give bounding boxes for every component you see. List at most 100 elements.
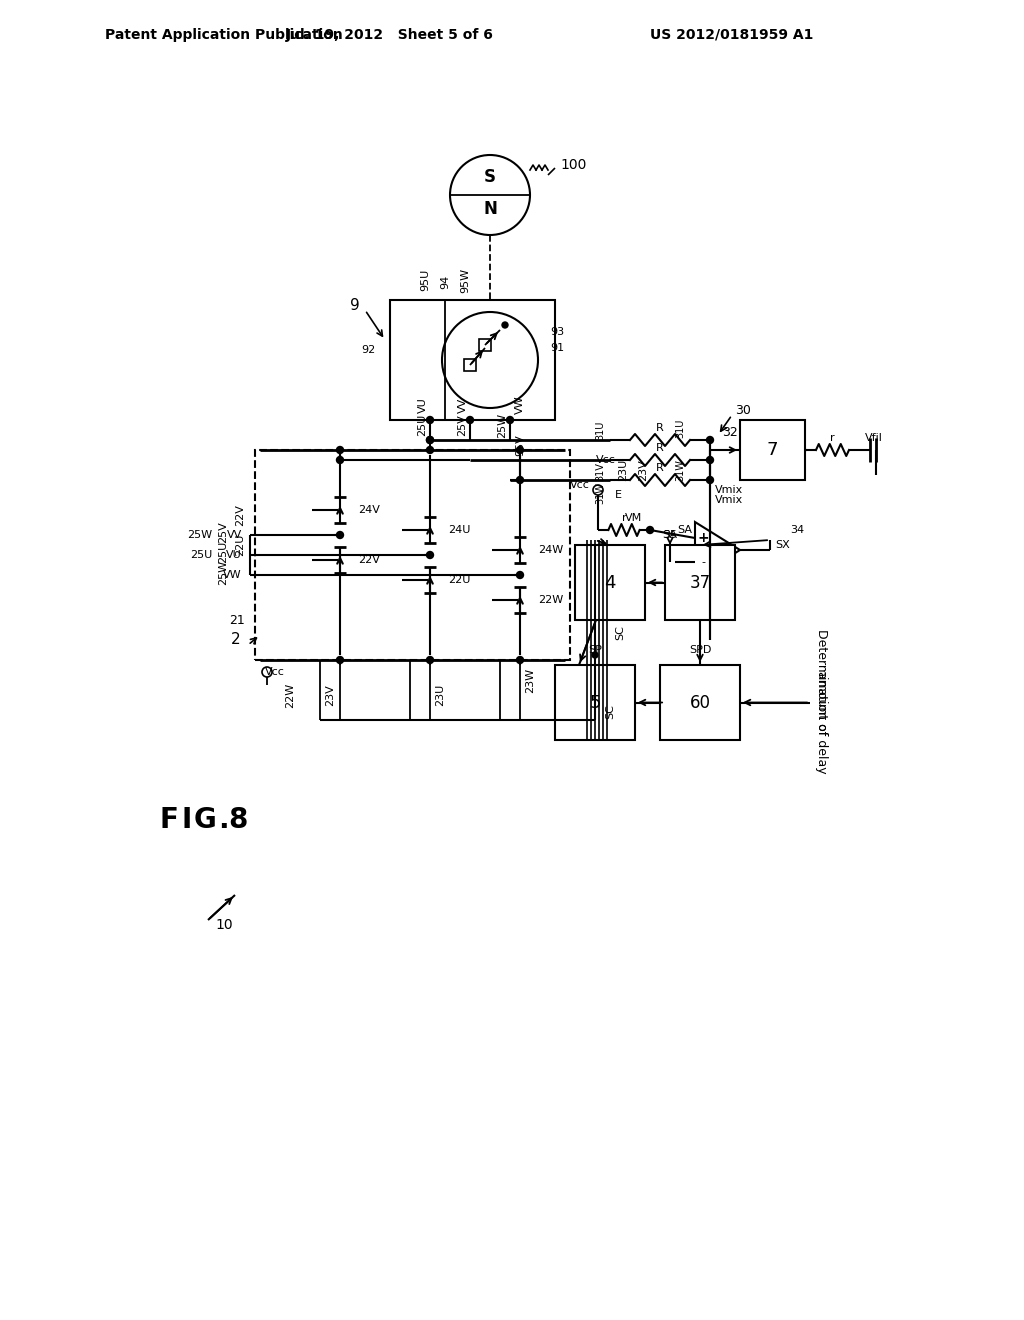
Text: 24W: 24W: [538, 545, 563, 554]
Circle shape: [467, 457, 473, 463]
Text: 35: 35: [663, 531, 677, 540]
Circle shape: [516, 572, 523, 578]
Text: 91: 91: [550, 343, 564, 352]
Text: 25V: 25V: [457, 414, 467, 436]
Text: Vcc: Vcc: [570, 480, 590, 490]
Circle shape: [516, 477, 523, 483]
Text: 5: 5: [589, 693, 601, 711]
Text: r: r: [830, 433, 835, 444]
Circle shape: [502, 322, 508, 327]
Circle shape: [516, 446, 523, 454]
Bar: [390, 300, 555, 420]
Text: Patent Application Publication: Patent Application Publication: [105, 28, 343, 42]
Text: 25U: 25U: [417, 414, 427, 436]
Text: 32: 32: [722, 425, 737, 438]
Circle shape: [337, 532, 343, 539]
Text: 25U: 25U: [218, 541, 228, 564]
Text: r: r: [622, 513, 627, 523]
Text: 100: 100: [560, 158, 587, 172]
Text: 23W: 23W: [525, 668, 535, 693]
Text: I: I: [182, 807, 193, 834]
Circle shape: [427, 437, 433, 444]
Text: 23V: 23V: [638, 459, 648, 480]
Text: R: R: [656, 422, 664, 433]
Text: 10: 10: [215, 917, 232, 932]
Circle shape: [337, 457, 343, 463]
Text: 22V: 22V: [358, 554, 380, 565]
Text: 37: 37: [689, 573, 711, 591]
Text: S: S: [484, 168, 496, 186]
Text: Vcc: Vcc: [265, 667, 285, 677]
Text: 8: 8: [228, 807, 248, 834]
Text: 25W: 25W: [186, 531, 212, 540]
Bar: [464, 359, 476, 371]
Text: SC: SC: [615, 626, 625, 640]
Text: E: E: [615, 490, 622, 500]
Text: R: R: [656, 463, 664, 473]
Text: 7: 7: [767, 441, 778, 459]
Text: VU: VU: [418, 397, 428, 413]
Circle shape: [427, 552, 433, 558]
Bar: [479, 339, 490, 351]
Text: 4: 4: [604, 573, 615, 591]
Text: VV: VV: [226, 531, 242, 540]
Circle shape: [707, 457, 714, 463]
Text: Vmix: Vmix: [715, 484, 743, 495]
Text: N: N: [483, 201, 497, 218]
Text: 22U: 22U: [234, 533, 245, 556]
Text: 95V: 95V: [515, 434, 525, 455]
Text: 23V: 23V: [325, 684, 335, 706]
Text: 2: 2: [230, 632, 240, 648]
Circle shape: [592, 652, 598, 657]
Circle shape: [467, 417, 473, 424]
Text: 31W: 31W: [595, 482, 605, 504]
Circle shape: [337, 446, 343, 454]
Text: 25V: 25V: [218, 521, 228, 543]
Circle shape: [646, 527, 653, 533]
Text: 95W: 95W: [460, 268, 470, 293]
Circle shape: [707, 477, 714, 483]
Text: Vmix: Vmix: [715, 495, 743, 506]
Text: US 2012/0181959 A1: US 2012/0181959 A1: [650, 28, 813, 42]
Text: VM: VM: [625, 513, 642, 523]
Bar: [660, 665, 740, 741]
Text: 22W: 22W: [538, 595, 563, 605]
Circle shape: [707, 437, 714, 444]
Text: 25W: 25W: [218, 560, 228, 585]
Text: -: -: [701, 557, 705, 568]
Text: 9: 9: [350, 297, 360, 313]
Text: 31V: 31V: [595, 462, 605, 482]
Text: 22V: 22V: [234, 504, 245, 525]
Text: 31W: 31W: [675, 459, 685, 480]
Bar: [575, 545, 645, 620]
Text: 95U: 95U: [420, 269, 430, 292]
Text: VW: VW: [223, 570, 242, 579]
Text: 22U: 22U: [449, 576, 470, 585]
Text: SX: SX: [775, 540, 790, 550]
Text: 60: 60: [689, 693, 711, 711]
Text: SPD: SPD: [689, 645, 712, 655]
Text: amount of delay: amount of delay: [815, 671, 828, 774]
Text: VU: VU: [226, 550, 242, 560]
Text: Jul. 19, 2012   Sheet 5 of 6: Jul. 19, 2012 Sheet 5 of 6: [286, 28, 494, 42]
Text: SA: SA: [678, 525, 692, 535]
Circle shape: [507, 417, 513, 424]
Text: SC: SC: [605, 705, 615, 719]
Text: 23U: 23U: [618, 459, 628, 480]
Text: Vcc: Vcc: [596, 455, 615, 465]
Circle shape: [467, 362, 473, 368]
Text: 22W: 22W: [285, 682, 295, 708]
Circle shape: [337, 656, 343, 664]
Text: F: F: [160, 807, 179, 834]
Text: 94: 94: [440, 275, 450, 289]
Text: 21: 21: [229, 614, 245, 627]
Text: SP: SP: [588, 645, 602, 655]
Circle shape: [507, 477, 513, 483]
Bar: [555, 665, 635, 741]
Text: 24U: 24U: [449, 525, 470, 535]
Bar: [255, 450, 570, 660]
Bar: [740, 420, 805, 480]
Text: 34: 34: [790, 525, 804, 535]
Text: .: .: [218, 807, 228, 834]
Circle shape: [427, 656, 433, 664]
